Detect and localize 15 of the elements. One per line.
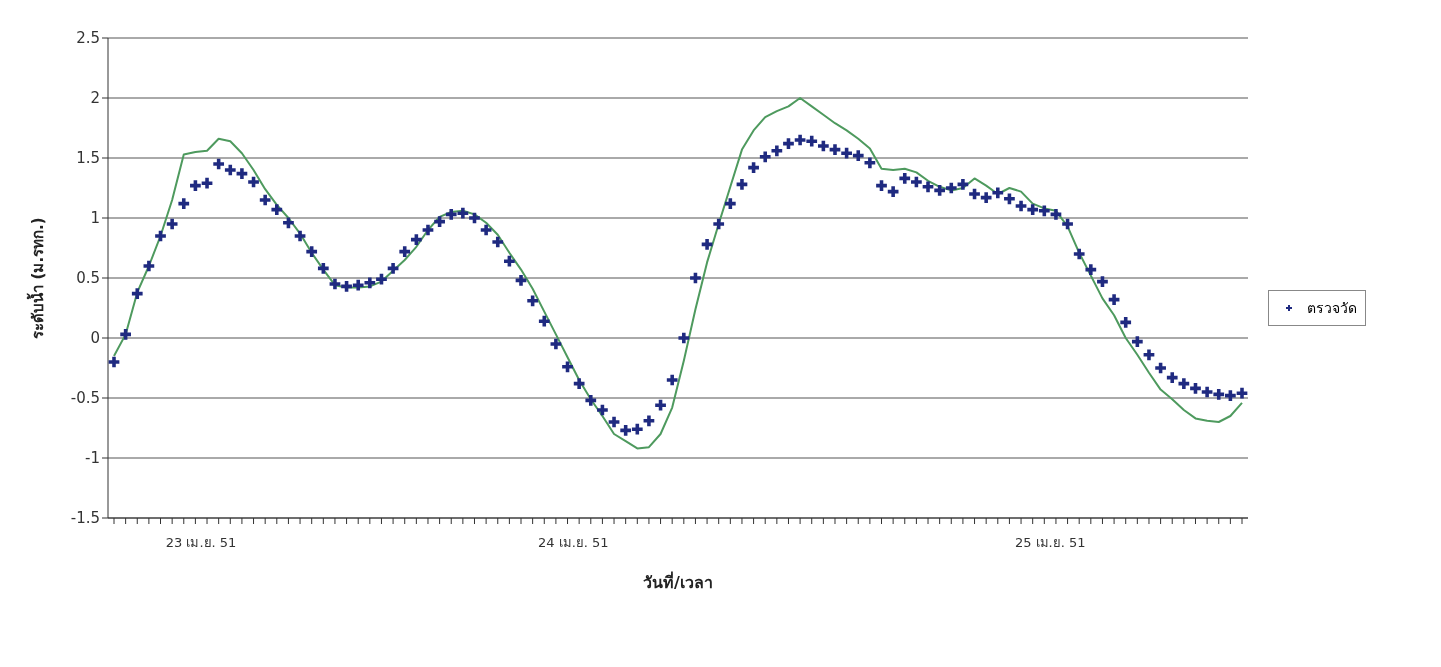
y-tick-label: -0.5 bbox=[70, 389, 100, 408]
y-tick-label: -1.5 bbox=[70, 509, 100, 528]
y-tick-label: 2 bbox=[90, 89, 100, 108]
text: 24 เม.ย. 51 bbox=[537, 534, 610, 552]
y-tick-label: 2.5 bbox=[76, 29, 100, 48]
text: 23 เม.ย. 51 bbox=[164, 534, 238, 552]
y-tick-label: 1.5 bbox=[76, 149, 100, 168]
y-tick-label: -1 bbox=[85, 449, 100, 468]
y-tick-label: 0.5 bbox=[76, 269, 100, 288]
legend-label: ตรวจวัด bbox=[1307, 299, 1357, 318]
y-tick-label: 0 bbox=[90, 329, 100, 348]
text: 25 เม.ย. 51 bbox=[1013, 534, 1087, 552]
y-axis-title: ระดับน้ำ (ม.รทก.) bbox=[26, 217, 48, 339]
x-axis-title: วันที่/เวลา bbox=[643, 571, 713, 592]
y-tick-label: 1 bbox=[90, 209, 100, 228]
